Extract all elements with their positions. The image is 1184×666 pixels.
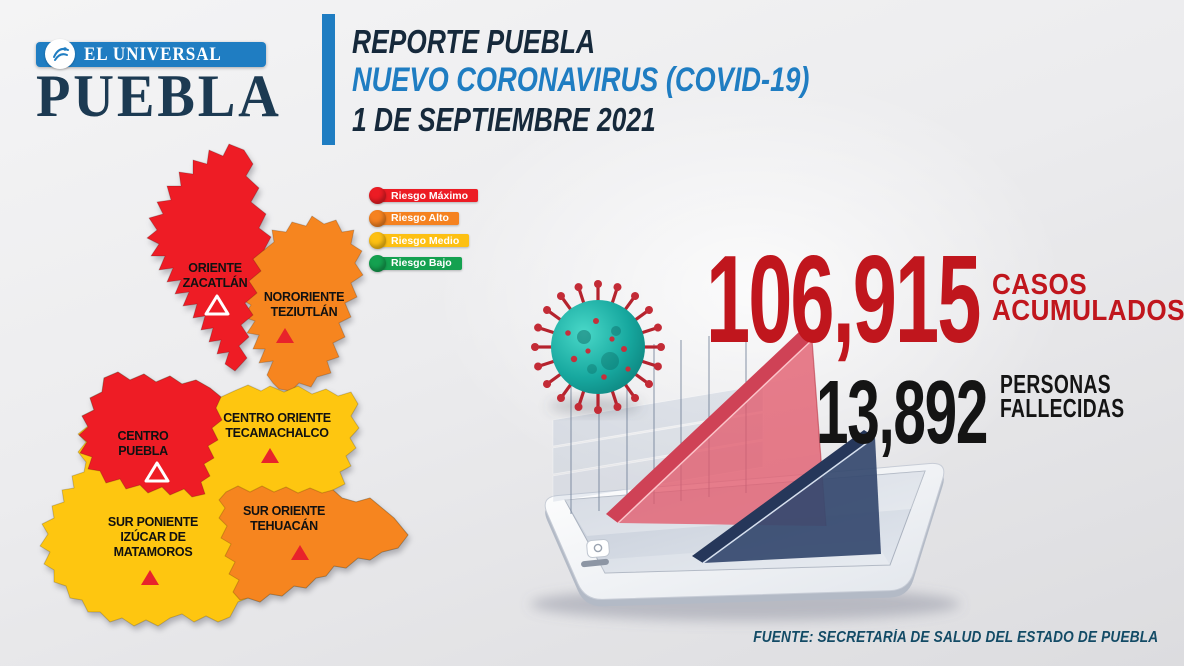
map-label-line: ZACATLÁN bbox=[183, 275, 248, 290]
legend-label: Riesgo Máximo bbox=[391, 189, 469, 202]
legend-dot-maximo-icon bbox=[369, 187, 386, 204]
cases-accumulated-label: CASOS ACUMULADOS bbox=[992, 269, 1184, 327]
el-universal-masthead: EL UNIVERSAL PUEBLA bbox=[36, 39, 297, 129]
tablet-chart-illustration bbox=[530, 280, 960, 621]
legend-bar-bajo: Riesgo Bajo bbox=[377, 256, 462, 270]
marker-centro-puebla-white-triangle-icon bbox=[144, 461, 170, 483]
marker-tehuacan-red-triangle-icon bbox=[291, 545, 309, 560]
map-label-line: TECAMACHALCO bbox=[225, 426, 329, 440]
legend-label: Riesgo Alto bbox=[391, 212, 449, 224]
map-label-line: CENTRO bbox=[118, 429, 170, 443]
cases-accumulated-value: 106,915 bbox=[706, 231, 981, 369]
map-label-line: CENTRO ORIENTE bbox=[223, 411, 331, 425]
region-oriente-zacatlan bbox=[146, 143, 272, 372]
report-title-line2: NUEVO CORONAVIRUS (COVID-19) bbox=[352, 61, 810, 99]
masthead-bar: EL UNIVERSAL bbox=[36, 39, 266, 69]
legend-dot-medio-icon bbox=[369, 232, 386, 249]
rising-wedge-blue bbox=[692, 430, 881, 564]
deaths-label: PERSONAS FALLECIDAS bbox=[1000, 369, 1125, 423]
region-centro-puebla bbox=[78, 371, 223, 498]
tablet-port-slot bbox=[581, 558, 609, 568]
region-sur-oriente-tehuacan bbox=[218, 485, 409, 603]
map-label-nororiente-teziutlan: NORORIENTE TEZIUTLÁN bbox=[264, 290, 345, 319]
map-label-line: TEZIUTLÁN bbox=[271, 304, 338, 319]
map-label-line: TEHUACÁN bbox=[250, 518, 318, 533]
report-header: REPORTE PUEBLA NUEVO CORONAVIRUS (COVID-… bbox=[352, 22, 924, 139]
header-divider-bar bbox=[322, 14, 335, 145]
legend-label: Riesgo Medio bbox=[391, 234, 460, 247]
report-title-line1: REPORTE PUEBLA bbox=[352, 23, 596, 60]
legend-item-riesgo-medio: Riesgo Medio bbox=[369, 232, 478, 249]
deaths-label-line1: PERSONAS bbox=[1000, 369, 1111, 399]
marker-teziutlan-red-triangle-icon bbox=[276, 328, 294, 343]
legend-label: Riesgo Bajo bbox=[391, 257, 452, 269]
risk-legend: Riesgo Máximo Riesgo Alto Riesgo Medio R… bbox=[369, 187, 479, 277]
cases-label-line1: CASOS bbox=[992, 269, 1088, 301]
legend-dot-alto-icon bbox=[369, 209, 386, 227]
map-label-sur-oriente-tehuacan: SUR ORIENTE TEHUACÁN bbox=[243, 504, 325, 533]
deaths-label-line2: FALLECIDAS bbox=[1000, 393, 1125, 423]
map-label-oriente-zacatlan: ORIENTE ZACATLÁN bbox=[183, 261, 248, 290]
marker-izucar-red-triangle-icon bbox=[141, 570, 159, 585]
legend-bar-medio: Riesgo Medio bbox=[377, 234, 470, 247]
rising-wedge-red bbox=[606, 331, 827, 527]
map-label-centro-oriente-tecamachalco: CENTRO ORIENTE TECAMACHALCO bbox=[223, 411, 331, 440]
map-label-line: NORORIENTE bbox=[264, 290, 344, 304]
legend-bar-maximo: Riesgo Máximo bbox=[377, 189, 479, 202]
marker-tecamachalco-red-triangle-icon bbox=[261, 448, 279, 463]
deaths-value: 13,892 bbox=[816, 363, 988, 463]
map-label-centro-puebla: CENTRO PUEBLA bbox=[118, 429, 170, 458]
coronavirus-icon bbox=[531, 280, 665, 414]
tablet-home-button bbox=[586, 538, 610, 559]
legend-bar-alto: Riesgo Alto bbox=[377, 211, 459, 225]
map-label-line: SUR ORIENTE bbox=[243, 504, 325, 518]
rising-wedge-red-face bbox=[618, 340, 826, 526]
source-attribution: FUENTE: SECRETARÍA DE SALUD DEL ESTADO D… bbox=[752, 629, 1158, 646]
legend-item-riesgo-alto: Riesgo Alto bbox=[369, 209, 478, 227]
puebla-risk-map: ORIENTE ZACATLÁN NORORIENTE TEZIUTLÁN CE… bbox=[39, 143, 409, 627]
map-label-line: PUEBLA bbox=[118, 444, 168, 458]
el-universal-eagle-icon bbox=[45, 39, 75, 69]
map-label-line: MATAMOROS bbox=[114, 545, 193, 559]
masthead-title: EL UNIVERSAL bbox=[84, 43, 222, 65]
map-label-line: ORIENTE bbox=[188, 261, 241, 275]
marker-zacatlan-white-triangle-icon bbox=[204, 294, 230, 316]
legend-item-riesgo-bajo: Riesgo Bajo bbox=[369, 254, 478, 272]
legend-item-riesgo-maximo: Riesgo Máximo bbox=[369, 187, 479, 204]
report-date: 1 DE SEPTIEMBRE 2021 bbox=[352, 101, 656, 138]
cases-label-line2: ACUMULADOS bbox=[992, 295, 1184, 327]
tablet-home-button-ring-icon bbox=[593, 543, 603, 553]
legend-dot-bajo-icon bbox=[369, 254, 386, 272]
map-label-line: SUR PONIENTE bbox=[108, 515, 198, 529]
map-label-line: IZÚCAR DE bbox=[120, 529, 185, 544]
rising-wedge-blue-face bbox=[703, 437, 881, 563]
map-label-sur-poniente-izucar: SUR PONIENTE IZÚCAR DE MATAMOROS bbox=[108, 515, 198, 559]
edition-wordmark: PUEBLA bbox=[36, 63, 282, 129]
